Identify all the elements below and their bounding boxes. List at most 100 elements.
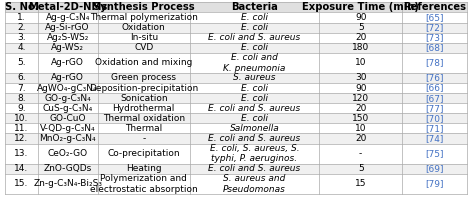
Text: CeO₂-GO: CeO₂-GO [47, 149, 88, 158]
Bar [5, 143, 467, 164]
Text: 10.: 10. [14, 114, 29, 123]
Text: Bacteria: Bacteria [231, 2, 278, 12]
Text: [70]: [70] [425, 114, 444, 123]
Text: References: References [403, 2, 466, 12]
Bar [5, 113, 467, 123]
Text: [76]: [76] [425, 73, 444, 83]
Text: [71]: [71] [425, 124, 444, 133]
Text: Ag-rGO: Ag-rGO [51, 73, 84, 83]
Bar [5, 33, 467, 43]
Text: Ag-g-C₃N₄: Ag-g-C₃N₄ [46, 13, 90, 22]
Text: 8.: 8. [17, 94, 26, 103]
Text: 90: 90 [355, 84, 366, 93]
Text: 150: 150 [352, 114, 369, 123]
Text: E. coli and S. aureus: E. coli and S. aureus [209, 104, 301, 113]
Text: Metal-2D-NMs: Metal-2D-NMs [28, 2, 107, 12]
Text: 12.: 12. [14, 134, 28, 143]
Text: GO-CuO: GO-CuO [49, 114, 86, 123]
Text: 20: 20 [355, 134, 366, 143]
Text: S. No.: S. No. [5, 2, 38, 12]
Bar [5, 73, 467, 83]
Text: S. aureus: S. aureus [233, 73, 276, 83]
Text: MnO₂-g-C₃N₄: MnO₂-g-C₃N₄ [39, 134, 96, 143]
Text: E. coli and
K. pneumonia: E. coli and K. pneumonia [223, 53, 286, 72]
Text: 5.: 5. [17, 58, 26, 67]
Text: 120: 120 [352, 94, 369, 103]
Text: Polymerization and
electrostatic absorption: Polymerization and electrostatic absorpt… [90, 174, 198, 193]
Text: CuS-g-C₃N₄: CuS-g-C₃N₄ [43, 104, 93, 113]
Text: Oxidation: Oxidation [122, 23, 166, 32]
Text: Ag₂S-WS₂: Ag₂S-WS₂ [46, 33, 89, 42]
Text: E. coli and S. aureus: E. coli and S. aureus [209, 33, 301, 42]
Bar [5, 164, 467, 174]
Text: [72]: [72] [425, 23, 444, 32]
Text: E. coli: E. coli [241, 94, 268, 103]
Text: GO-g-C₃N₄: GO-g-C₃N₄ [44, 94, 91, 103]
Text: Oxidation and mixing: Oxidation and mixing [95, 58, 192, 67]
Text: Deposition-precipitation: Deposition-precipitation [89, 84, 199, 93]
Text: [75]: [75] [425, 149, 444, 158]
Bar [5, 103, 467, 113]
Bar [5, 83, 467, 93]
Text: [66]: [66] [425, 84, 444, 93]
Text: E. coli and S. aureus: E. coli and S. aureus [209, 164, 301, 173]
Text: Thermal polymerization: Thermal polymerization [90, 13, 198, 22]
Bar [5, 2, 467, 12]
Text: [68]: [68] [425, 43, 444, 52]
Bar [5, 123, 467, 133]
Text: Ag-Si-rGO: Ag-Si-rGO [46, 23, 90, 32]
Text: Sonication: Sonication [120, 94, 168, 103]
Text: [65]: [65] [425, 13, 444, 22]
Text: AgWO₄-gC₃N₄: AgWO₄-gC₃N₄ [37, 84, 98, 93]
Text: Exposure Time (min): Exposure Time (min) [302, 2, 419, 12]
Text: E. coli: E. coli [241, 114, 268, 123]
Text: [73]: [73] [425, 33, 444, 42]
Text: Thermal: Thermal [125, 124, 163, 133]
Text: 10: 10 [355, 58, 366, 67]
Text: Green process: Green process [111, 73, 176, 83]
Bar [5, 12, 467, 22]
Text: [67]: [67] [425, 94, 444, 103]
Text: 5: 5 [358, 164, 364, 173]
Text: 9.: 9. [17, 104, 26, 113]
Text: 11.: 11. [14, 124, 29, 133]
Text: Salmonella: Salmonella [230, 124, 279, 133]
Text: 1.: 1. [17, 13, 26, 22]
Text: 5: 5 [358, 23, 364, 32]
Text: In-situ: In-situ [130, 33, 158, 42]
Text: 15: 15 [355, 179, 366, 188]
Text: 2.: 2. [17, 23, 26, 32]
Text: 6.: 6. [17, 73, 26, 83]
Text: Ag-WS₂: Ag-WS₂ [51, 43, 84, 52]
Text: E. coli: E. coli [241, 23, 268, 32]
Text: [69]: [69] [425, 164, 444, 173]
Text: Thermal oxidation: Thermal oxidation [103, 114, 185, 123]
Bar [5, 53, 467, 73]
Text: 10: 10 [355, 124, 366, 133]
Text: E. coli, S. aureus, S.
typhi, P. aeruginos.: E. coli, S. aureus, S. typhi, P. aerugin… [210, 144, 300, 163]
Text: 4.: 4. [17, 43, 26, 52]
Bar [5, 133, 467, 143]
Text: 3.: 3. [17, 33, 26, 42]
Bar [5, 22, 467, 33]
Text: Synthesis Process: Synthesis Process [93, 2, 195, 12]
Text: Zn-g-C₃N₄-Bi₂S₃: Zn-g-C₃N₄-Bi₂S₃ [33, 179, 102, 188]
Text: -: - [142, 134, 146, 143]
Text: S. aureus and
Pseudomonas: S. aureus and Pseudomonas [223, 174, 286, 193]
Text: Ag-rGO: Ag-rGO [51, 58, 84, 67]
Text: CVD: CVD [134, 43, 154, 52]
Text: 20: 20 [355, 104, 366, 113]
Text: E. coli: E. coli [241, 13, 268, 22]
Text: 14.: 14. [14, 164, 28, 173]
Text: [77]: [77] [425, 104, 444, 113]
Text: [79]: [79] [425, 179, 444, 188]
Text: Heating: Heating [126, 164, 162, 173]
Text: E. coli: E. coli [241, 84, 268, 93]
Text: V-QD-g-C₃N₄: V-QD-g-C₃N₄ [40, 124, 95, 133]
Text: 13.: 13. [14, 149, 29, 158]
Text: 15.: 15. [14, 179, 29, 188]
Text: ZnO-GQDs: ZnO-GQDs [44, 164, 92, 173]
Bar [5, 93, 467, 103]
Text: 20: 20 [355, 33, 366, 42]
Text: -: - [359, 149, 362, 158]
